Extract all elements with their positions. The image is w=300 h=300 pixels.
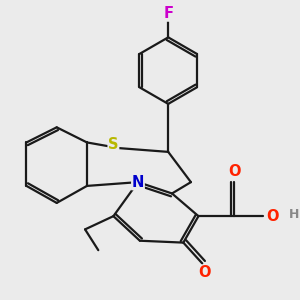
Text: S: S bbox=[108, 137, 119, 152]
Text: H: H bbox=[289, 208, 299, 221]
Text: F: F bbox=[163, 6, 173, 21]
Text: O: O bbox=[266, 209, 278, 224]
Text: N: N bbox=[132, 175, 144, 190]
Text: O: O bbox=[228, 164, 241, 179]
Text: O: O bbox=[198, 266, 210, 280]
